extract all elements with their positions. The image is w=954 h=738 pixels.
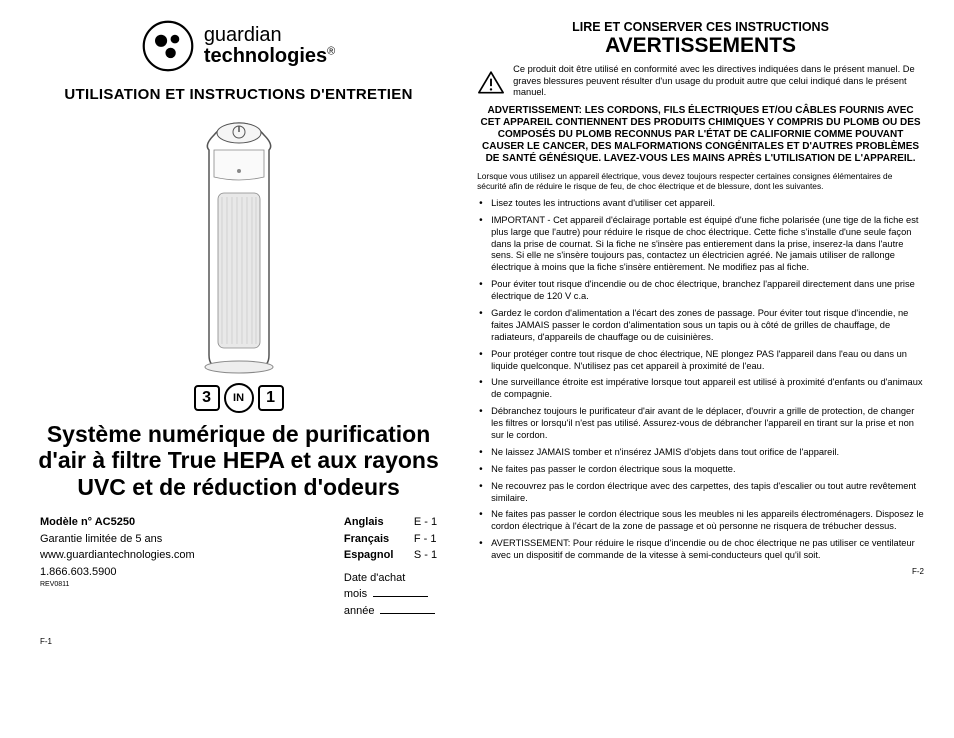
phone-number: 1.866.603.5900 bbox=[40, 564, 195, 581]
bullet-item: Débranchez toujours le purificateur d'ai… bbox=[491, 406, 924, 442]
lang-row-es: Espagnol S - 1 bbox=[344, 547, 437, 564]
warning-triangle-icon bbox=[477, 66, 505, 99]
bullet-item: Une surveillance étroite est impérative … bbox=[491, 377, 924, 401]
info-block: Modèle n° AC5250 Garantie limitée de 5 a… bbox=[30, 514, 447, 619]
year-field: année bbox=[344, 603, 437, 620]
month-blank bbox=[373, 596, 428, 597]
year-label: année bbox=[344, 605, 375, 617]
badge-1: 1 bbox=[258, 385, 284, 411]
month-label: mois bbox=[344, 588, 367, 600]
month-field: mois bbox=[344, 586, 437, 603]
product-illustration bbox=[174, 115, 304, 375]
lang-french-page: F - 1 bbox=[414, 531, 437, 548]
bullet-item: IMPORTANT - Cet appareil d'éclairage por… bbox=[491, 215, 924, 274]
brand-logo: guardian technologies® bbox=[142, 20, 335, 72]
warnings-header: AVERTISSEMENTS bbox=[477, 34, 924, 58]
brand-line1: guardian bbox=[204, 25, 335, 46]
language-info: Anglais E - 1 Français F - 1 Espagnol S … bbox=[344, 514, 437, 619]
brand-name: guardian technologies® bbox=[204, 25, 335, 67]
manual-page: guardian technologies® UTILISATION ET IN… bbox=[0, 0, 954, 666]
model-number: Modèle n° AC5250 bbox=[40, 514, 195, 531]
page-number-left: F-1 bbox=[30, 637, 52, 646]
safety-intro: Lorsque vous utilisez un appareil électr… bbox=[477, 171, 924, 192]
subtitle: UTILISATION ET INSTRUCTIONS D'ENTRETIEN bbox=[64, 86, 412, 103]
lang-row-fr: Français F - 1 bbox=[344, 531, 437, 548]
warranty-text: Garantie limitée de 5 ans bbox=[40, 531, 195, 548]
lang-spanish: Espagnol bbox=[344, 547, 400, 564]
bullet-item: Ne faites pas passer le cordon électriqu… bbox=[491, 509, 924, 533]
lang-english-page: E - 1 bbox=[414, 514, 437, 531]
brand-line2: technologies bbox=[204, 45, 327, 67]
left-column: guardian technologies® UTILISATION ET IN… bbox=[30, 20, 447, 646]
badge-3: 3 bbox=[194, 385, 220, 411]
model-info: Modèle n° AC5250 Garantie limitée de 5 a… bbox=[40, 514, 195, 619]
bullet-item: Lisez toutes les intructions avant d'uti… bbox=[491, 198, 924, 210]
website-url: www.guardiantechnologies.com bbox=[40, 547, 195, 564]
warning-intro-text: Ce produit doit être utilisé en conformi… bbox=[513, 64, 924, 99]
badge-in: IN bbox=[224, 383, 254, 413]
bullet-item: Ne laissez JAMAIS tomber et n'insérez JA… bbox=[491, 447, 924, 459]
product-title: Système numérique de purification d'air … bbox=[30, 421, 447, 500]
prop65-warning: ADVERTISSEMENT: LES CORDONS, FILS ÉLECTR… bbox=[477, 105, 924, 165]
lang-spanish-page: S - 1 bbox=[414, 547, 437, 564]
warning-notice: Ce produit doit être utilisé en conformi… bbox=[477, 64, 924, 99]
purchase-date-label: Date d'achat bbox=[344, 570, 437, 587]
lang-row-en: Anglais E - 1 bbox=[344, 514, 437, 531]
right-column: LIRE ET CONSERVER CES INSTRUCTIONS AVERT… bbox=[477, 20, 924, 646]
lang-french: Français bbox=[344, 531, 400, 548]
bullet-item: Gardez le cordon d'alimentation a l'écar… bbox=[491, 308, 924, 344]
safety-bullets: Lisez toutes les intructions avant d'uti… bbox=[477, 198, 924, 562]
year-blank bbox=[380, 613, 435, 614]
bullet-item: Ne recouvrez pas le cordon électrique av… bbox=[491, 481, 924, 505]
bullet-item: AVERTISSEMENT: Pour réduire le risque d'… bbox=[491, 538, 924, 562]
guardian-logo-icon bbox=[142, 20, 194, 72]
instructions-header: LIRE ET CONSERVER CES INSTRUCTIONS bbox=[477, 20, 924, 34]
bullet-item: Ne faites pas passer le cordon électriqu… bbox=[491, 464, 924, 476]
revision-code: REV0811 bbox=[40, 580, 195, 591]
page-number-right: F-2 bbox=[477, 567, 924, 576]
bullet-item: Pour protéger contre tout risque de choc… bbox=[491, 349, 924, 373]
three-in-one-badge: 3 IN 1 bbox=[194, 383, 284, 413]
registered-mark: ® bbox=[327, 45, 335, 57]
lang-english: Anglais bbox=[344, 514, 400, 531]
bullet-item: Pour éviter tout risque d'incendie ou de… bbox=[491, 279, 924, 303]
